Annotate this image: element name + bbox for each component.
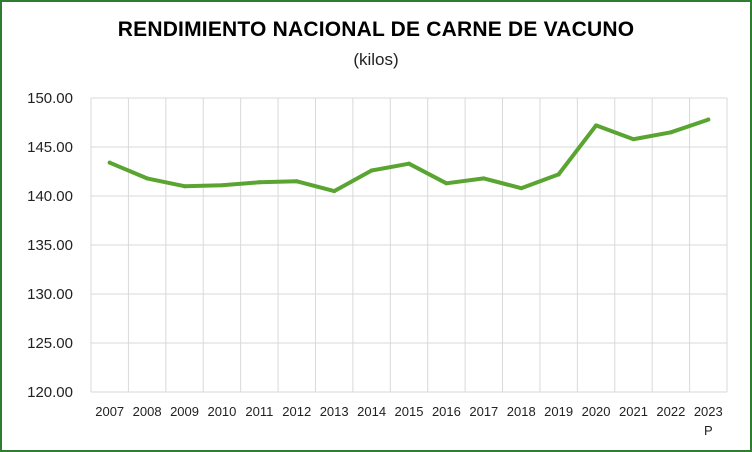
- y-tick-label: 120.00: [27, 384, 73, 401]
- chart-title: RENDIMIENTO NACIONAL DE CARNE DE VACUNO: [117, 18, 635, 41]
- data-point: [257, 180, 262, 185]
- data-point: [145, 176, 150, 181]
- x-tick-label: 2017: [469, 404, 498, 419]
- series-line: [107, 117, 711, 194]
- data-point: [519, 186, 524, 191]
- x-tick-label: 2015: [395, 404, 424, 419]
- y-tick-label: 145.00: [27, 139, 73, 156]
- data-point: [668, 130, 673, 135]
- x-tick-label: 2013: [320, 404, 349, 419]
- data-point: [594, 123, 599, 128]
- data-point: [219, 183, 224, 188]
- y-axis-ticks: 150.00 145.00 140.00 135.00 130.00 125.00 120.…: [27, 90, 73, 401]
- chart-subtitle: (kilos): [353, 50, 399, 69]
- data-point: [182, 184, 187, 189]
- data-point: [631, 137, 636, 142]
- data-point: [556, 172, 561, 177]
- x-tick-label: 2022: [656, 404, 685, 419]
- x-tick-label: 2008: [133, 404, 162, 419]
- series-layer: [107, 117, 711, 194]
- data-point: [107, 160, 112, 165]
- y-tick-label: 135.00: [27, 237, 73, 254]
- x-tick-label: 2010: [207, 404, 236, 419]
- x-tick-label: 2018: [507, 404, 536, 419]
- gridlines: [90, 97, 728, 393]
- x-tick-label: 2014: [357, 404, 386, 419]
- x-tick-label: 2023: [694, 404, 723, 419]
- x-tick-label: 2011: [245, 404, 273, 419]
- y-tick-label: 125.00: [27, 335, 73, 352]
- data-point: [444, 181, 449, 186]
- x-axis-ticks: 2007 2008 2009 2010 2011 2012 2013 2014 2015 2016…: [95, 404, 723, 438]
- y-tick-label: 130.00: [27, 286, 73, 303]
- x-tick-note: P: [704, 423, 713, 438]
- x-tick-label: 2021: [619, 404, 648, 419]
- data-point: [294, 179, 299, 184]
- x-tick-label: 2007: [95, 404, 124, 419]
- x-tick-label: 2020: [582, 404, 611, 419]
- data-point: [332, 189, 337, 194]
- data-point: [706, 117, 711, 122]
- x-tick-label: 2016: [432, 404, 461, 419]
- y-tick-label: 140.00: [27, 188, 73, 205]
- data-point: [481, 176, 486, 181]
- x-tick-label: 2012: [282, 404, 311, 419]
- y-tick-label: 150.00: [27, 90, 73, 107]
- x-tick-label: 2019: [544, 404, 573, 419]
- data-point: [407, 161, 411, 166]
- x-tick-label: 2009: [170, 404, 199, 419]
- data-point: [369, 168, 374, 173]
